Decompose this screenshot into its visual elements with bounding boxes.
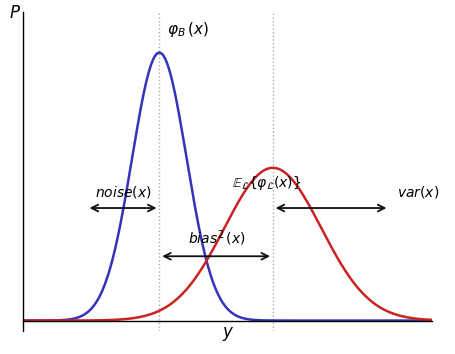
Text: $bias^2\,(x)$: $bias^2\,(x)$ xyxy=(188,229,246,248)
Text: $noise(x)$: $noise(x)$ xyxy=(95,184,152,200)
Text: $\mathbb{E}_{\mathcal{L}}\{\varphi_{\mathcal{L}}(x)\}$: $\mathbb{E}_{\mathcal{L}}\{\varphi_{\mat… xyxy=(232,174,301,192)
Text: $var(x)$: $var(x)$ xyxy=(397,184,439,200)
X-axis label: y: y xyxy=(222,323,233,341)
Y-axis label: P: P xyxy=(10,4,20,22)
Text: $\varphi_B\,(x)$: $\varphi_B\,(x)$ xyxy=(167,20,209,39)
